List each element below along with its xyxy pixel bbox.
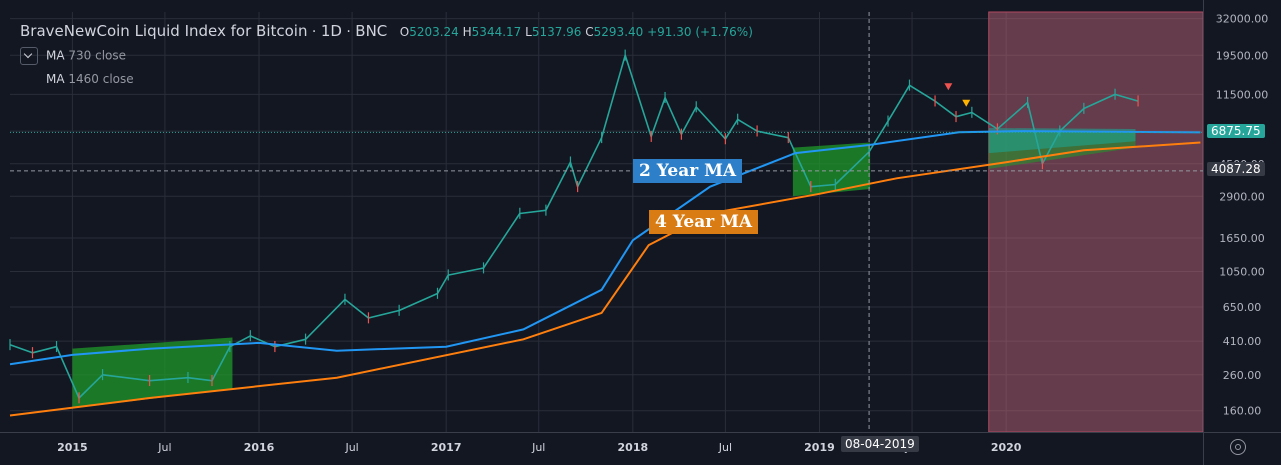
indicator-params: 730 close: [68, 48, 127, 63]
time-tick-label: Jul: [157, 441, 171, 454]
highlight-zones: [72, 11, 1204, 433]
open-value: 5203.24: [409, 25, 459, 39]
price-tick-label: 410.00: [1223, 335, 1262, 348]
time-tick-label: Jul: [718, 441, 732, 454]
change-value: +91.30 (+1.76%): [647, 25, 753, 39]
current-price-label: 6875.75: [1207, 124, 1265, 138]
low-key: L: [525, 25, 532, 39]
time-tick-label: 2019: [804, 441, 835, 454]
time-tick-label: 2015: [57, 441, 88, 454]
high-value: 5344.17: [471, 25, 522, 39]
sep-dot: ·: [346, 24, 356, 40]
chart-header: BraveNewCoin Liquid Index for Bitcoin · …: [20, 22, 753, 40]
close-value: 5293.40: [593, 25, 644, 39]
interval-label[interactable]: 1D: [320, 22, 342, 40]
price-tick-label: 11500.00: [1216, 88, 1269, 101]
accumulation-zone-2018: [792, 142, 871, 197]
price-tick-label: 32000.00: [1216, 13, 1269, 26]
indicator-name: MA: [46, 72, 65, 86]
time-tick-label: 2020: [991, 441, 1022, 454]
time-tick-label: 2016: [244, 441, 275, 454]
ohlc-readout: O5203.24 H5344.17 L5137.96 C5293.40 +91.…: [400, 25, 753, 39]
indicator-ma730[interactable]: MA 730 close: [20, 47, 126, 65]
settings-gear-icon[interactable]: [1230, 439, 1246, 455]
indicator-ma1460[interactable]: MA 1460 close: [46, 72, 134, 86]
crosshair-date-label: 08-04-2019: [841, 436, 919, 452]
sell-marker: [944, 83, 953, 91]
time-tick-label: Jul: [531, 441, 545, 454]
price-tick-label: 1050.00: [1219, 265, 1265, 278]
price-tick-label: 1650.00: [1219, 232, 1265, 245]
two-year-ma-annotation[interactable]: 2 Year MA: [633, 158, 743, 183]
symbol-title[interactable]: BraveNewCoin Liquid Index for Bitcoin: [20, 22, 308, 40]
chevron-down-icon[interactable]: [20, 47, 38, 65]
price-tick-label: 260.00: [1223, 369, 1262, 382]
projection-band-2020: [988, 127, 1136, 154]
high-key: H: [462, 25, 472, 39]
forecast-region: [988, 11, 1204, 433]
accumulation-zone-2015: [72, 337, 233, 409]
sep-dot: ·: [311, 24, 321, 40]
time-tick-label: 2017: [431, 441, 462, 454]
signal-marker: [962, 99, 971, 107]
crosshair-price-label: 4087.28: [1207, 162, 1265, 176]
ma730-line: [9, 130, 1201, 366]
low-value: 5137.96: [531, 25, 582, 39]
open-key: O: [399, 25, 410, 39]
time-tick-label: Jul: [344, 441, 358, 454]
close-key: C: [585, 25, 594, 39]
exchange-label: BNC: [355, 22, 388, 40]
price-tick-label: 19500.00: [1216, 49, 1269, 62]
four-year-ma-annotation[interactable]: 4 Year MA: [649, 209, 759, 234]
price-tick-label: 2900.00: [1219, 190, 1265, 203]
indicator-params: 1460 close: [68, 72, 134, 86]
indicator-name: MA: [46, 48, 65, 63]
price-tick-label: 160.00: [1223, 405, 1262, 418]
price-tick-label: 650.00: [1223, 301, 1262, 314]
time-tick-label: 2018: [618, 441, 649, 454]
